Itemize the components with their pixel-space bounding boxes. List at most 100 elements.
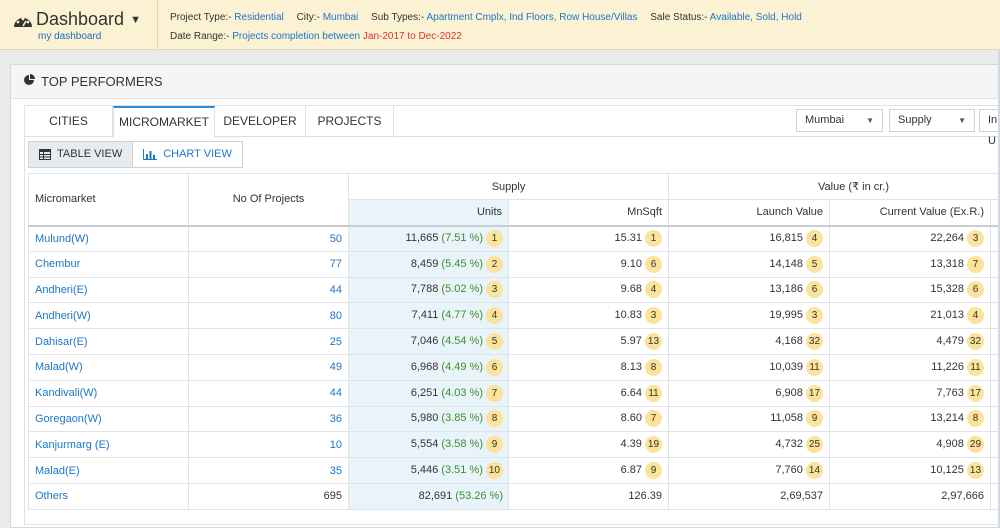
projects-count-link[interactable]: 35 (188, 457, 349, 484)
sale-status-label: Sale Status:- (650, 12, 708, 23)
project-type-label: Project Type:- (170, 12, 232, 23)
rank-badge: 3 (806, 307, 824, 325)
rank-badge: 8 (645, 358, 663, 376)
chart-view-button[interactable]: CHART VIEW (133, 142, 242, 167)
units-cell: 5,980 (3.85 %) 8 (348, 405, 509, 433)
rank-badge: 25 (805, 436, 824, 454)
table-row: Kandivali(W) 44 6,251 (4.03 %) 7 6.64 11 6,908… (28, 379, 1000, 407)
launch-value: 10,039 (769, 360, 804, 373)
launch-cell: 4,732 25 (668, 431, 831, 459)
projects-count-link[interactable]: 44 (188, 379, 349, 407)
column-header-projects[interactable]: No Of Projects (188, 173, 349, 227)
current-cell: 4,908 29 (829, 431, 992, 459)
tab-bar: CITIES MICROMARKET DEVELOPER PROJECTS Mu… (25, 106, 1000, 147)
projects-count-link[interactable]: 77 (188, 250, 349, 278)
date-range-value: Jan-2017 to Dec-2022 (362, 31, 462, 42)
units-percent: (3.85 %) (441, 412, 483, 425)
column-header-launch-value[interactable]: Launch Value (668, 199, 831, 227)
current-cell: 22,264 3 (829, 225, 992, 252)
mnsqft-cell: 9.10 6 (507, 250, 670, 278)
micromarket-link[interactable]: Dahisar(E) (28, 328, 189, 355)
rank-badge: 17 (966, 384, 985, 402)
units-cell: 11,665 (7.51 %) 1 (348, 225, 509, 252)
launch-value: 4,732 (775, 438, 803, 451)
launch-value: 19,995 (769, 309, 804, 322)
table-row: Mulund(W) 50 11,665 (7.51 %) 1 15.31 1 16,815 4… (28, 225, 1000, 252)
micromarket-link[interactable]: Andheri(E) (28, 276, 189, 304)
rank-badge: 4 (486, 307, 503, 325)
units-percent: (5.45 %) (441, 257, 483, 270)
micromarket-link[interactable]: Chembur (28, 250, 189, 278)
micromarket-table: Micromarket No Of Projects Supply Value … (28, 173, 1000, 524)
column-header-units[interactable]: Units (348, 199, 509, 227)
unit-select[interactable]: In U (979, 109, 1000, 147)
micromarket-link[interactable]: Goregaon(W) (28, 405, 189, 433)
sub-types-value: Apartment Cmplx, Ind Floors, Row House/V… (426, 12, 638, 23)
column-group-supply: Supply (347, 173, 670, 200)
panel-body: CITIES MICROMARKET DEVELOPER PROJECTS Mu… (24, 105, 1000, 525)
micromarket-link[interactable]: Kanjurmarg (E) (28, 431, 189, 459)
city-select[interactable]: Mumbai ▼ (796, 109, 883, 132)
micromarket-link[interactable]: Kandivali(W) (28, 379, 189, 407)
launch-cell: 11,058 9 (668, 405, 831, 433)
metric-select[interactable]: Supply ▼ (889, 109, 975, 132)
column-header-mnsqft[interactable]: MnSqft (507, 199, 670, 227)
mnsqft-value: 5.97 (620, 335, 642, 348)
rank-badge: 32 (966, 333, 985, 351)
micromarket-link[interactable]: Mulund(W) (28, 225, 189, 252)
scrollbar-edge[interactable] (998, 50, 1000, 528)
units-value: 11,665 (405, 232, 439, 245)
tab-developer[interactable]: DEVELOPER (215, 106, 306, 137)
column-header-current-value[interactable]: Current Value (Ex.R.) (829, 199, 992, 227)
chevron-down-icon: ▼ (866, 116, 874, 125)
units-value: 7,411 (411, 309, 439, 322)
table-view-button[interactable]: TABLE VIEW (29, 142, 134, 167)
column-header-micromarket[interactable]: Micromarket (28, 173, 189, 227)
projects-count-link[interactable]: 49 (188, 353, 349, 381)
launch-value: 7,760 (775, 464, 803, 477)
dashboard-menu[interactable]: Dashboard ▼ my dashboard (0, 0, 158, 50)
rank-badge: 5 (486, 333, 503, 351)
micromarket-link[interactable]: Malad(E) (28, 457, 189, 484)
micromarket-link[interactable]: Andheri(W) (28, 302, 189, 330)
mnsqft-cell: 126.39 (507, 482, 670, 510)
dashboard-header: Dashboard ▼ my dashboard Project Type:- R… (0, 0, 1000, 50)
launch-cell: 13,186 6 (668, 276, 831, 304)
filter-line-1: Project Type:- Residential City:- Mumbai… (170, 8, 812, 27)
rank-badge: 4 (806, 230, 824, 248)
projects-count-link[interactable]: 25 (188, 328, 349, 355)
chevron-down-icon[interactable]: ▼ (130, 14, 141, 26)
rank-badge: 6 (806, 281, 824, 299)
current-value: 11,226 (931, 360, 965, 373)
chevron-down-icon: ▼ (958, 116, 966, 125)
launch-cell: 2,69,537 (668, 482, 831, 510)
micromarket-link[interactable]: Others (28, 482, 189, 510)
projects-count-link[interactable]: 80 (188, 302, 349, 330)
current-cell: 21,013 4 (829, 302, 992, 330)
tab-projects[interactable]: PROJECTS (306, 106, 394, 137)
units-value: 8,459 (410, 257, 439, 270)
current-value: 13,214 (930, 412, 965, 425)
view-toggle: TABLE VIEW CHART VIEW (28, 141, 243, 168)
projects-count-link[interactable]: 36 (188, 405, 349, 433)
top-performers-panel: TOP PERFORMERS CITIES MICROMARKET DEVELO… (10, 64, 1000, 528)
projects-count-link[interactable]: 44 (188, 276, 349, 304)
launch-cell: 6,908 17 (668, 379, 831, 407)
rank-badge: 2 (486, 255, 503, 273)
micromarket-link[interactable]: Malad(W) (28, 353, 189, 381)
current-value: 13,318 (930, 257, 965, 270)
projects-count-link[interactable]: 50 (188, 225, 349, 252)
table-row-others: Others 695 82,691 (53.26 %) 126.39 2,69,537 2… (28, 482, 1000, 510)
tab-micromarket[interactable]: MICROMARKET (113, 106, 215, 138)
table-row: Malad(W) 49 6,968 (4.49 %) 6 8.13 8 10,039 11 11… (28, 353, 1000, 381)
tab-cities[interactable]: CITIES (25, 106, 113, 137)
rank-badge: 7 (645, 410, 663, 428)
units-cell: 5,554 (3.58 %) 9 (348, 431, 509, 459)
launch-cell: 4,168 32 (668, 328, 831, 355)
mnsqft-value: 9.10 (620, 257, 643, 270)
dashboard-subtitle[interactable]: my dashboard (38, 31, 102, 42)
units-percent: (3.58 %) (441, 438, 483, 451)
projects-count-link[interactable]: 10 (188, 431, 349, 459)
mnsqft-cell: 6.87 9 (507, 457, 670, 484)
rank-badge: 11 (645, 384, 663, 402)
